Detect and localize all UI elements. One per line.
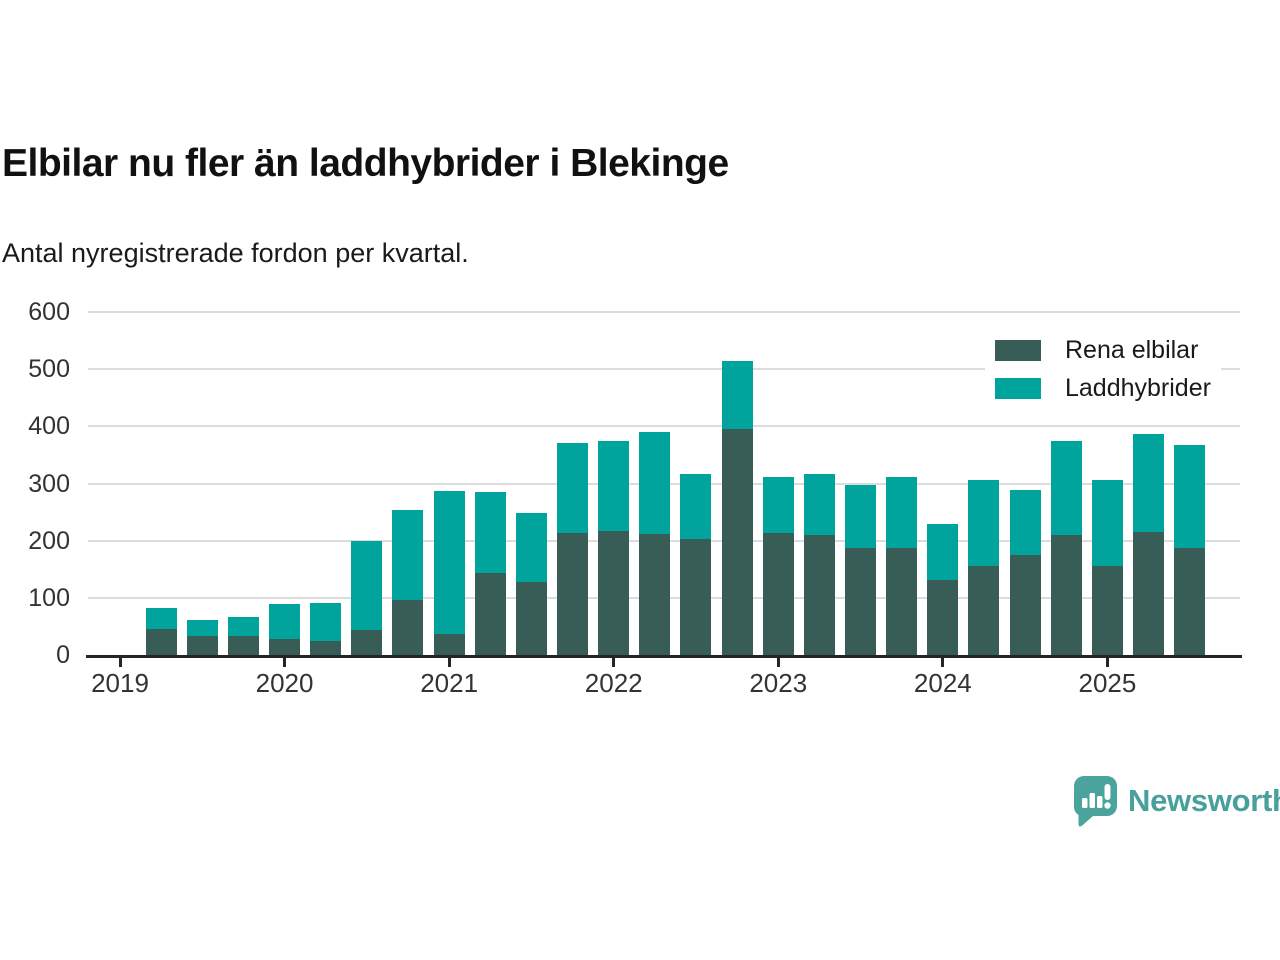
y-tick-label: 0: [56, 641, 70, 669]
x-axis-tick: [1105, 658, 1109, 667]
newsworthy-wordmark: Newsworthy: [1128, 783, 1280, 818]
bar-segment-rena-elbilar: [1050, 534, 1082, 655]
x-tick-label: 2019: [91, 668, 149, 698]
bar-segment-rena-elbilar: [227, 636, 259, 655]
x-axis-tick: [283, 658, 287, 667]
bar-segment-laddhybrider: [803, 473, 835, 535]
newsworthy-brand: Newsworthy: [1073, 775, 1280, 827]
legend-label: Rena elbilar: [1065, 335, 1199, 364]
bar-segment-rena-elbilar: [145, 629, 177, 655]
bar-segment-rena-elbilar: [433, 634, 465, 655]
newsworthy-logo-icon: [1073, 776, 1117, 827]
bar-segment-laddhybrider: [721, 360, 753, 429]
x-axis-tick: [612, 658, 616, 667]
y-tick-label: 200: [28, 526, 70, 555]
bar-segment-rena-elbilar: [927, 579, 959, 655]
x-tick-label: 2021: [420, 668, 479, 698]
bar-segment-rena-elbilar: [680, 538, 712, 655]
bar-segment-laddhybrider: [310, 602, 342, 642]
bar-segment-laddhybrider: [145, 607, 177, 630]
bar-segment-rena-elbilar: [310, 641, 342, 655]
bar-segment-laddhybrider: [927, 524, 959, 580]
gridline: [88, 368, 1240, 371]
chart-title: Elbilar nu fler än laddhybrider i Blekin…: [2, 142, 729, 185]
bar-segment-rena-elbilar: [639, 534, 671, 655]
bar-segment-rena-elbilar: [886, 547, 918, 655]
y-tick-label: 100: [28, 583, 70, 612]
legend-item: Laddhybrider: [995, 374, 1211, 402]
gridline: [88, 311, 1240, 313]
bar-segment-laddhybrider: [557, 443, 589, 533]
x-axis-line: [86, 655, 1242, 658]
y-tick-label: 400: [28, 412, 70, 441]
x-axis-tick: [447, 658, 451, 667]
bar-segment-laddhybrider: [680, 473, 712, 539]
bar-segment-laddhybrider: [639, 432, 671, 535]
bar-segment-laddhybrider: [886, 476, 918, 548]
bar-segment-rena-elbilar: [474, 572, 506, 655]
bar-segment-laddhybrider: [968, 480, 1000, 566]
y-tick-label: 600: [28, 298, 70, 326]
bar-segment-laddhybrider: [845, 484, 877, 549]
bar-segment-laddhybrider: [598, 440, 630, 531]
bar-segment-laddhybrider: [1050, 440, 1082, 535]
bar-segment-rena-elbilar: [557, 532, 589, 655]
x-tick-label: 2024: [913, 668, 972, 698]
bar-segment-rena-elbilar: [351, 629, 383, 655]
bar-segment-laddhybrider: [1091, 480, 1123, 567]
bar-segment-laddhybrider: [474, 492, 506, 573]
legend-label: Laddhybrider: [1065, 373, 1211, 402]
bar-segment-rena-elbilar: [1174, 548, 1206, 655]
bar-segment-rena-elbilar: [515, 581, 547, 655]
bar-segment-rena-elbilar: [721, 428, 753, 655]
bar-segment-rena-elbilar: [186, 636, 218, 655]
bar-segment-laddhybrider: [351, 540, 383, 630]
gridline: [88, 425, 1240, 428]
bar-segment-laddhybrider: [433, 490, 465, 635]
y-tick-label: 500: [28, 355, 70, 384]
x-axis-tick: [941, 658, 945, 667]
y-tick-label: 300: [28, 469, 70, 498]
bar-segment-rena-elbilar: [598, 530, 630, 655]
bar-segment-laddhybrider: [1009, 489, 1041, 555]
x-axis-tick: [118, 658, 122, 667]
chart-legend: Rena elbilar Laddhybrider: [985, 330, 1221, 408]
bar-segment-laddhybrider: [392, 509, 424, 601]
bar-segment-rena-elbilar: [762, 532, 794, 655]
legend-swatch: [995, 339, 1041, 361]
bar-segment-rena-elbilar: [1091, 566, 1123, 655]
legend-item: Rena elbilar: [995, 336, 1211, 364]
bar-segment-rena-elbilar: [392, 600, 424, 655]
bar-segment-laddhybrider: [515, 513, 547, 582]
x-tick-label: 2023: [749, 668, 808, 698]
bar-segment-rena-elbilar: [968, 565, 1000, 655]
x-tick-label: 2022: [584, 668, 643, 698]
bar-segment-laddhybrider: [227, 616, 259, 637]
bar-segment-rena-elbilar: [1009, 554, 1041, 655]
bar-segment-rena-elbilar: [269, 638, 301, 655]
bar-segment-rena-elbilar: [1133, 532, 1165, 655]
x-tick-label: 2025: [1078, 668, 1137, 698]
bar-segment-rena-elbilar: [803, 534, 835, 655]
x-tick-label: 2020: [255, 668, 314, 698]
bar-segment-laddhybrider: [1174, 445, 1206, 549]
bar-segment-rena-elbilar: [845, 548, 877, 655]
legend-swatch: [995, 377, 1041, 399]
bar-segment-laddhybrider: [762, 476, 794, 533]
bar-segment-laddhybrider: [1133, 433, 1165, 533]
chart-subtitle: Antal nyregistrerade fordon per kvartal.: [2, 238, 469, 268]
bar-segment-laddhybrider: [186, 620, 218, 637]
bar-segment-laddhybrider: [269, 603, 301, 639]
x-axis-tick: [776, 658, 780, 667]
